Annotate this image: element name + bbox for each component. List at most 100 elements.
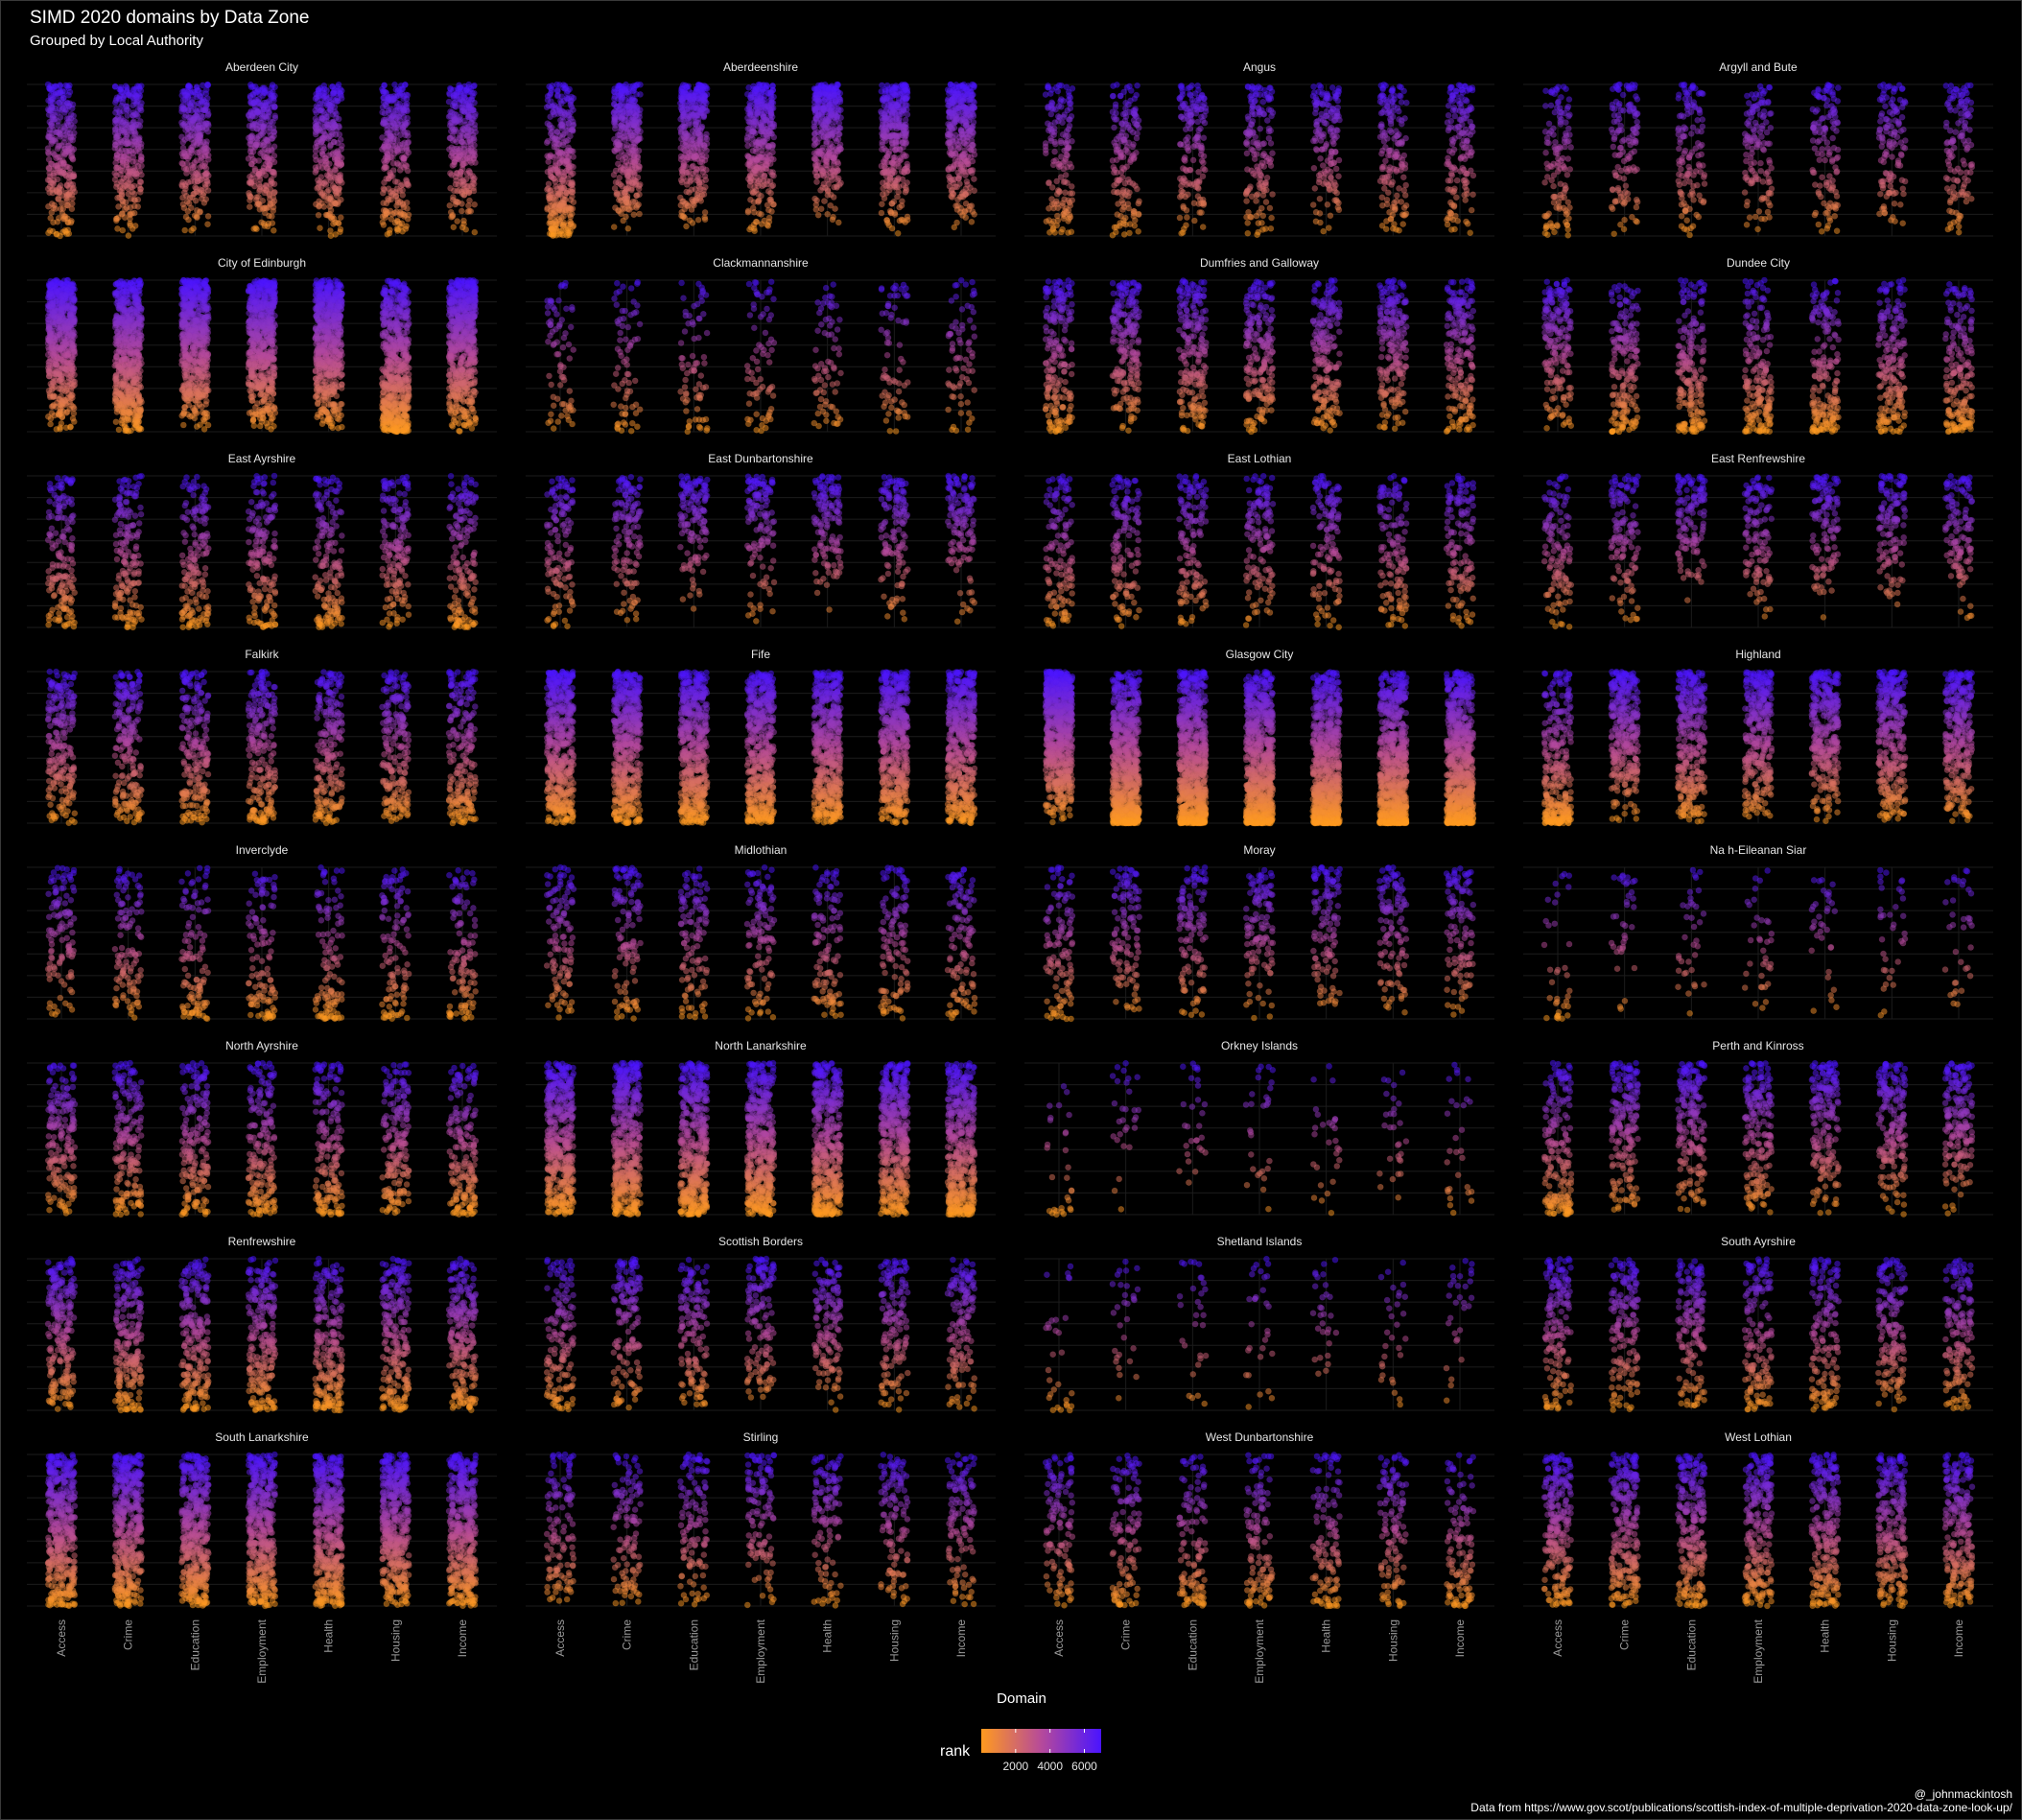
chart-subtitle: Grouped by Local Authority: [30, 33, 203, 49]
data-point: [125, 113, 130, 119]
data-point: [115, 225, 121, 231]
data-point: [138, 186, 144, 192]
data-point: [114, 106, 120, 111]
data-point: [49, 134, 55, 140]
data-point: [119, 128, 125, 133]
data-point: [115, 195, 121, 201]
data-point: [131, 191, 137, 197]
data-point: [66, 148, 72, 154]
data-point: [61, 95, 67, 101]
data-point: [121, 138, 127, 144]
data-point: [57, 154, 62, 160]
data-point: [45, 203, 51, 209]
facet-panels: Aberdeen City Aberdeenshire Angus Argyll an…: [27, 60, 1993, 1609]
data-point: [125, 181, 130, 187]
data-point: [63, 229, 69, 235]
data-point: [46, 112, 52, 118]
data-point: [70, 156, 76, 162]
data-point: [53, 116, 59, 122]
data-point: [52, 202, 58, 208]
data-point: [186, 201, 192, 206]
data-point: [114, 181, 120, 187]
data-point: [132, 223, 138, 228]
data-point: [57, 130, 62, 136]
data-point: [48, 122, 54, 128]
data-point: [59, 201, 64, 206]
data-point: [112, 126, 118, 131]
data-point: [131, 210, 137, 216]
data-point: [49, 161, 55, 167]
data-point: [181, 205, 187, 211]
data-point: [130, 168, 136, 174]
data-point: [130, 95, 136, 101]
data-point: [113, 118, 119, 124]
data-point: [128, 221, 133, 226]
facet-strip-label: Aberdeen City: [225, 60, 298, 74]
data-point: [113, 134, 119, 140]
data-point: [124, 106, 129, 112]
data-point: [193, 184, 199, 190]
data-point: [51, 151, 57, 156]
data-point: [112, 171, 118, 177]
data-point: [119, 189, 125, 195]
data-point: [130, 120, 136, 126]
data-point: [113, 216, 119, 222]
data-point: [126, 191, 131, 197]
data-point: [69, 106, 75, 111]
data-point: [130, 103, 136, 108]
data-point: [131, 183, 137, 189]
data-point: [182, 114, 188, 120]
data-point: [183, 193, 189, 199]
data-point: [135, 203, 141, 209]
data-point: [49, 210, 55, 216]
data-point: [119, 168, 125, 174]
data-point: [189, 195, 195, 201]
data-point: [50, 180, 56, 186]
data-point: [185, 179, 191, 185]
data-point: [130, 135, 136, 141]
data-point: [72, 118, 78, 124]
data-point: [60, 102, 66, 107]
data-point: [66, 127, 72, 132]
data-point: [70, 187, 76, 193]
data-point: [127, 148, 132, 154]
data-point: [133, 159, 139, 165]
data-point: [139, 100, 145, 106]
data-point: [46, 85, 52, 91]
data-point: [61, 160, 67, 166]
data-point: [67, 89, 73, 95]
data-point: [46, 98, 52, 104]
data-point: [115, 140, 121, 146]
data-point: [138, 154, 144, 159]
chart-title: SIMD 2020 domains by Data Zone: [30, 8, 310, 28]
data-point: [120, 120, 126, 126]
data-point: [56, 196, 61, 201]
data-point: [51, 220, 57, 225]
data-point: [183, 214, 189, 220]
data-point: [119, 147, 125, 153]
data-point: [124, 89, 129, 95]
data-point: [50, 190, 56, 196]
data-point: [124, 205, 129, 211]
data-point: [61, 135, 67, 141]
data-point: [54, 231, 59, 237]
data-point: [47, 127, 53, 132]
data-point: [130, 113, 136, 119]
data-point: [64, 193, 70, 199]
data-point: [121, 154, 127, 159]
data-point: [124, 131, 129, 137]
data-point: [112, 83, 118, 89]
data-point: [138, 107, 144, 113]
data-point: [137, 124, 143, 130]
data-point: [119, 103, 125, 108]
data-point: [136, 135, 142, 141]
data-point: [66, 83, 72, 88]
data-point: [118, 86, 124, 92]
data-point: [65, 220, 71, 225]
data-point: [123, 200, 129, 205]
data-point: [55, 165, 60, 171]
facet-panel: Aberdeen City: [27, 60, 497, 239]
data-point: [70, 134, 76, 140]
data-point: [179, 183, 185, 189]
